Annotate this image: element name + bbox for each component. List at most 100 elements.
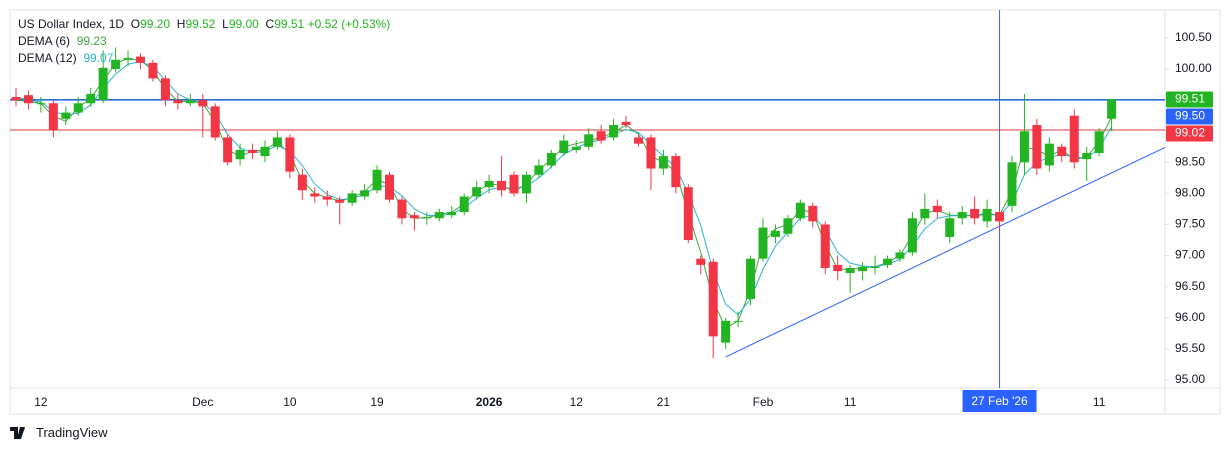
y-tick-label: 95.50	[1175, 341, 1205, 355]
candle-body	[621, 121, 631, 126]
candle-body	[521, 174, 531, 194]
symbol-legend: US Dollar Index, 1D O99.20 H99.52 L99.00…	[18, 16, 390, 33]
x-tick-label: Dec	[192, 395, 213, 409]
candle-body	[746, 258, 756, 300]
x-tick-label: 19	[370, 395, 384, 409]
candle-body	[472, 187, 482, 197]
y-tick-label: 100.50	[1175, 30, 1212, 44]
symbol: US Dollar Index, 1D	[18, 17, 125, 31]
price-label-bg	[1166, 91, 1213, 108]
candle-body	[459, 196, 469, 213]
brand-name: TradingView	[36, 425, 108, 440]
candle-body	[1107, 99, 1117, 119]
price-label-bg	[1166, 125, 1213, 142]
candle-body	[360, 190, 370, 197]
candle-body	[86, 93, 96, 104]
candle-body	[322, 196, 332, 200]
candle-body	[409, 215, 419, 219]
candle-body	[1032, 125, 1042, 169]
y-tick-label: 98.50	[1175, 154, 1205, 168]
candle-body	[982, 208, 992, 222]
candle-body	[136, 56, 145, 63]
candle-body	[646, 137, 656, 169]
indicator-value: 99.23	[76, 34, 107, 48]
candle-body	[285, 137, 295, 172]
indicator-legend: DEMA (12) 99.07	[18, 50, 113, 67]
candle-body	[683, 187, 693, 241]
candle-body	[658, 156, 668, 169]
x-tick-label: 11	[844, 395, 857, 409]
candle-body	[733, 320, 743, 322]
candle-body	[546, 152, 556, 166]
candle-body	[708, 261, 718, 337]
ohlc-value: 99.20	[140, 17, 171, 31]
candle-body	[422, 217, 432, 219]
ohlc-label: O	[130, 17, 141, 31]
candle-body	[820, 224, 830, 269]
x-tick-label: 10	[283, 395, 297, 409]
candle-body	[596, 131, 606, 141]
candle-body	[123, 57, 133, 60]
candle-body	[48, 103, 58, 130]
candle-body	[347, 193, 357, 203]
indicator-name: DEMA (12)	[18, 51, 77, 65]
candle-body	[1094, 131, 1104, 153]
candle-body	[1082, 152, 1092, 160]
candle-body	[509, 174, 519, 194]
candle-body	[248, 149, 258, 153]
candle-body	[783, 218, 793, 234]
candle-body	[957, 212, 967, 219]
x-tick-label: 2026	[476, 395, 503, 409]
candle-body	[198, 100, 208, 107]
candle-body	[571, 146, 581, 150]
candle-body	[758, 227, 768, 259]
candle-body	[1019, 131, 1029, 163]
candle-body	[160, 78, 170, 101]
candle-body	[1069, 115, 1079, 163]
candle-body	[1007, 162, 1017, 206]
ohlc-value: 99.51	[274, 17, 305, 31]
candle-body	[1057, 146, 1067, 157]
candle-body	[372, 169, 382, 191]
price-label-bg	[1166, 108, 1213, 125]
candle-body	[534, 165, 544, 175]
x-tick-label: 12	[570, 395, 584, 409]
candle-body	[484, 180, 494, 188]
candle-body	[36, 103, 46, 105]
candle-body	[111, 59, 121, 70]
candle-body	[845, 268, 855, 273]
y-tick-label: 96.00	[1175, 310, 1205, 324]
price-label: 99.50	[1175, 109, 1205, 123]
candle-body	[634, 137, 643, 144]
candle-body	[11, 97, 21, 101]
candle-body	[895, 252, 905, 259]
chart-frame	[9, 9, 1221, 415]
ohlc-label: H	[176, 17, 186, 31]
indicator-value: 99.07	[83, 51, 114, 65]
price-label: 99.51	[1175, 92, 1205, 106]
change: +0.52 (+0.53%)	[307, 17, 391, 31]
candle-body	[1044, 143, 1054, 166]
trendline	[725, 146, 1166, 358]
x-tick-label: 12	[34, 395, 48, 409]
candle-body	[721, 320, 731, 343]
candle-body	[260, 146, 270, 157]
ohlc-label: C	[265, 17, 275, 31]
branding: TradingView	[10, 425, 108, 440]
candle-body	[98, 67, 108, 101]
indicator-name: DEMA (6)	[18, 34, 71, 48]
y-tick-label: 97.50	[1175, 217, 1205, 231]
x-tick-label: 21	[657, 395, 671, 409]
candle-body	[434, 212, 444, 219]
candle-body	[61, 112, 71, 119]
candle-body	[808, 205, 818, 222]
candle-body	[907, 218, 917, 253]
candle-body	[497, 180, 507, 191]
y-tick-label: 100.00	[1175, 61, 1212, 75]
logo	[10, 426, 25, 439]
candle-body	[73, 103, 83, 113]
candle-body	[932, 205, 942, 213]
candle-body	[833, 264, 843, 272]
